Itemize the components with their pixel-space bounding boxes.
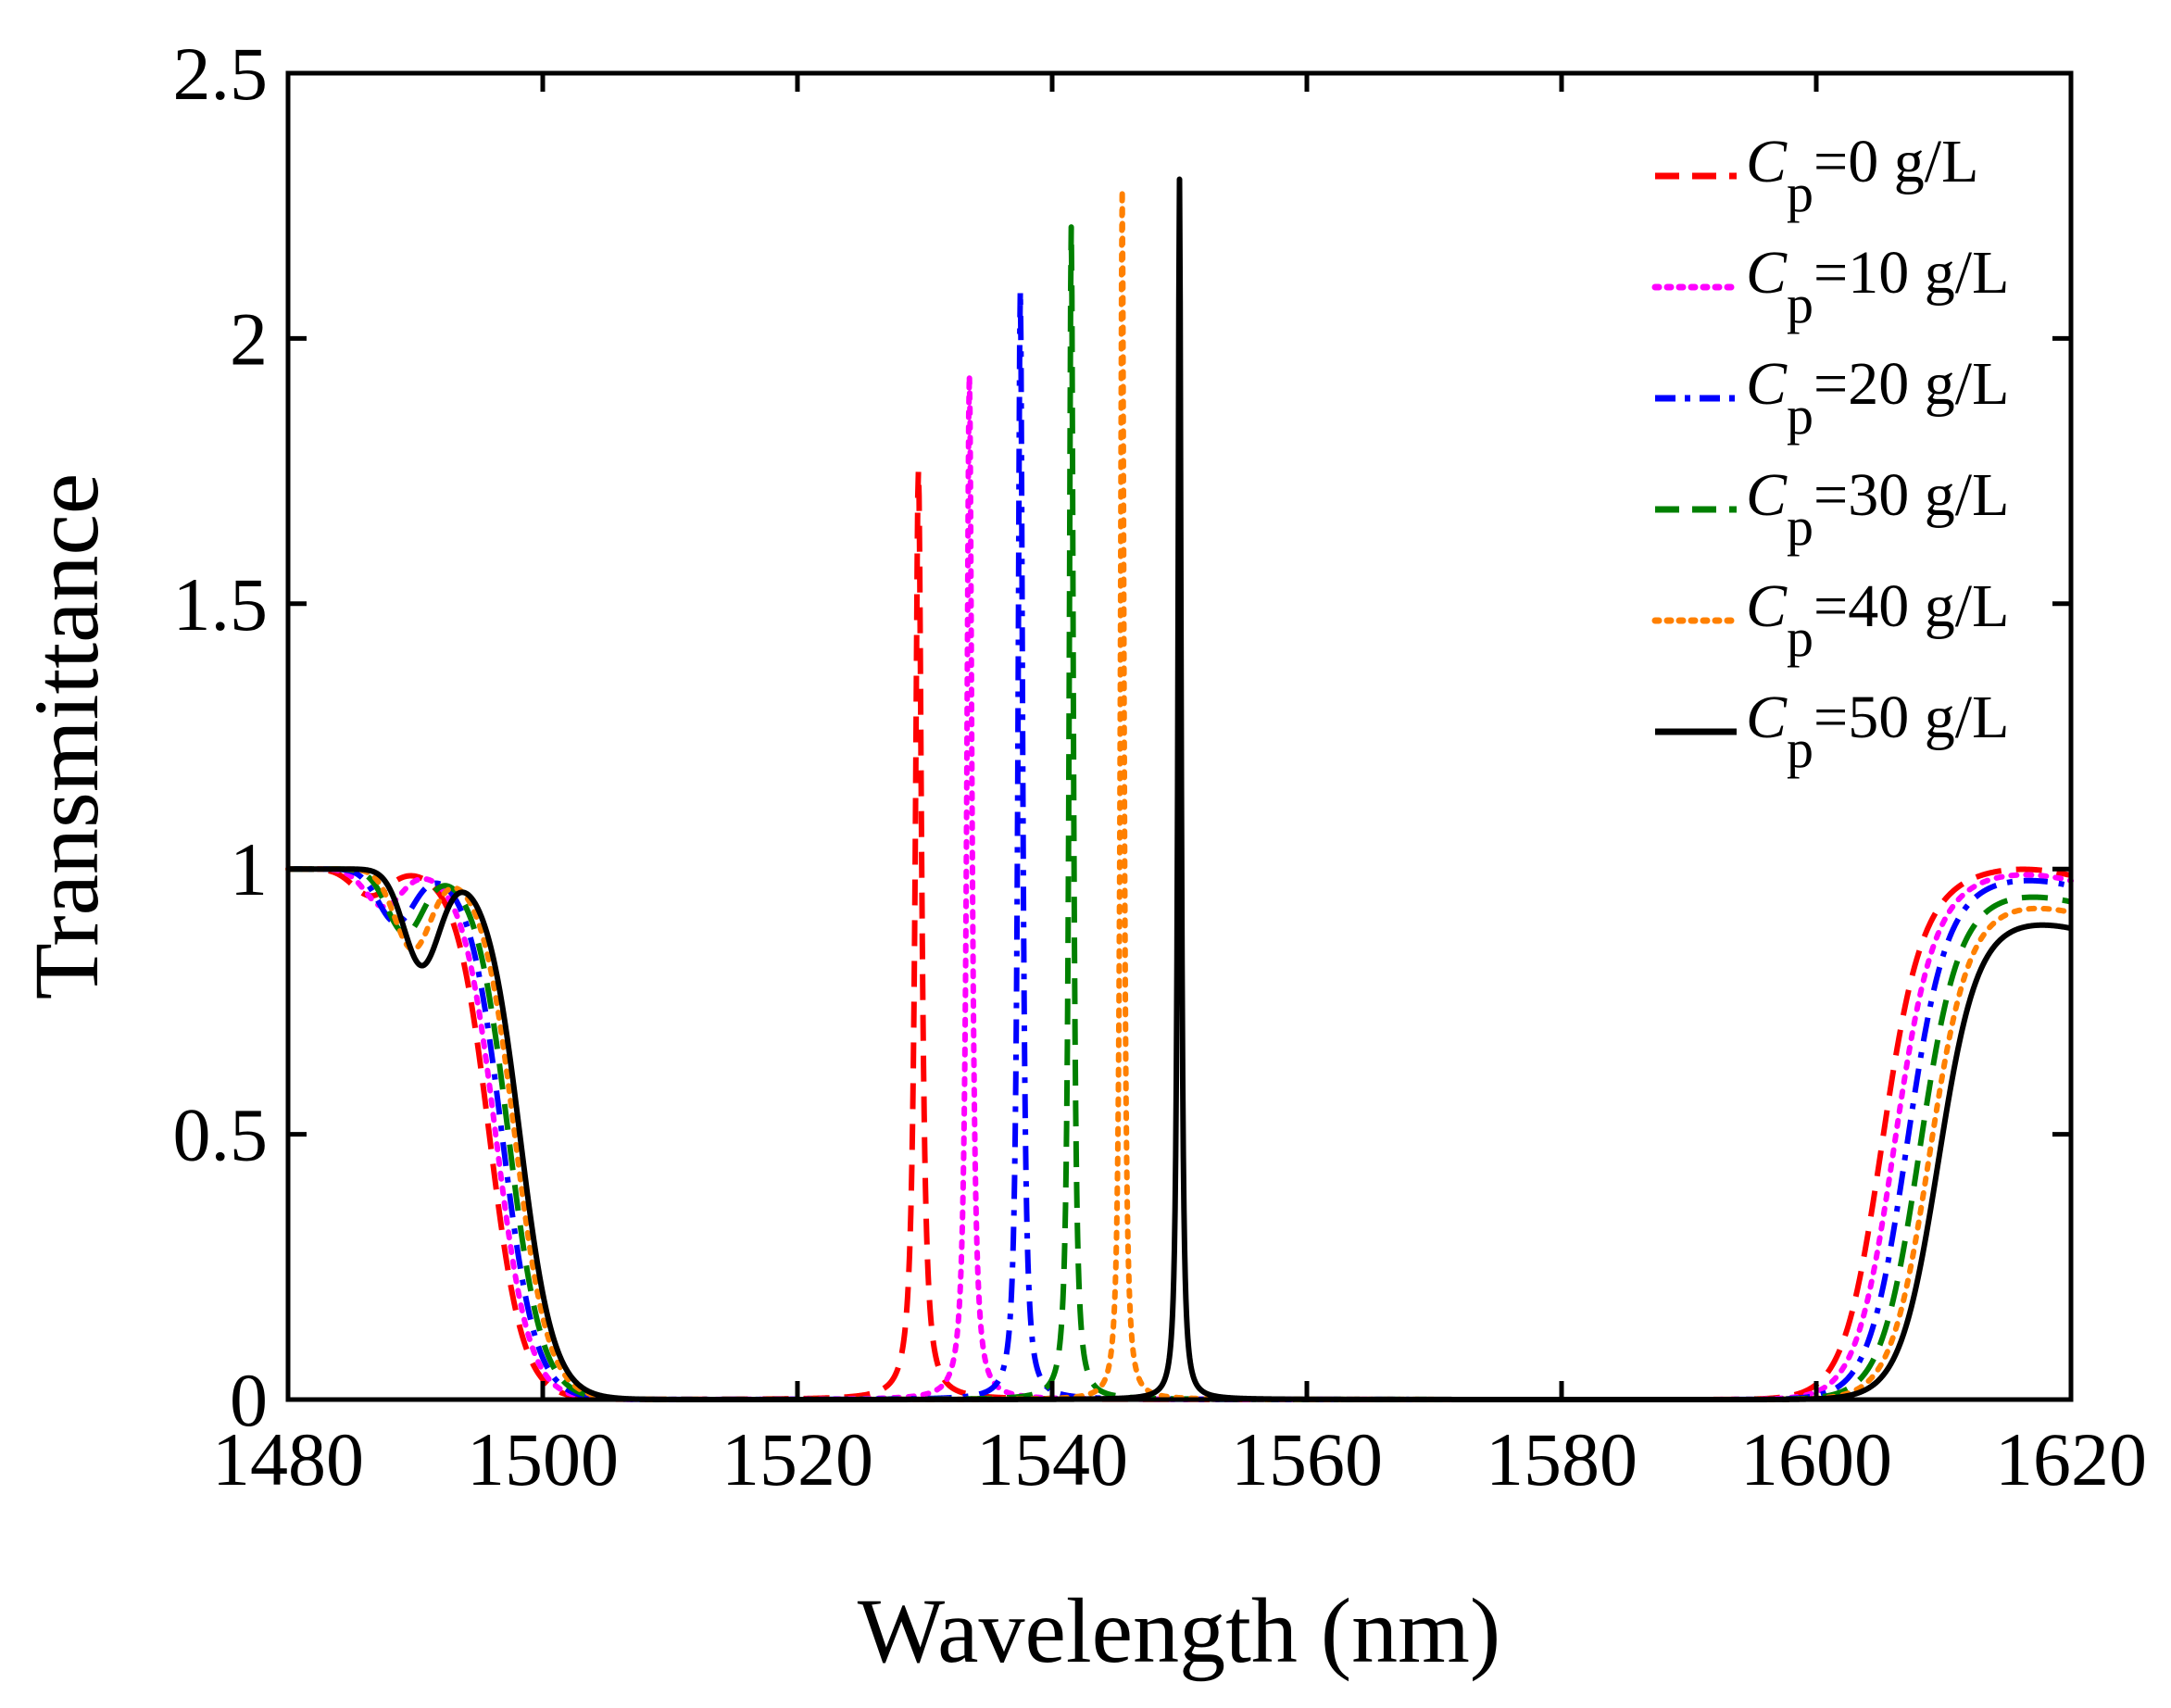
legend-text: =0 g/L [1813, 128, 1978, 195]
x-tick-label: 1480 [212, 1417, 364, 1501]
legend-entry-2: Cp=20 g/L [1655, 350, 2009, 446]
legend-subscript: p [1787, 274, 1813, 334]
legend-text: =30 g/L [1813, 461, 2009, 529]
x-tick-label: 1580 [1486, 1417, 1638, 1501]
legend-label-2: Cp=20 g/L [1746, 350, 2009, 446]
x-tick-label: 1620 [1995, 1417, 2147, 1501]
x-tick-labels: 1480 1500 1520 1540 1560 1580 1600 1620 [212, 1417, 2147, 1501]
legend: Cp=0 g/LCp=10 g/LCp=20 g/LCp=30 g/LCp=40… [1651, 128, 2009, 779]
y-tick-label: 1.5 [173, 562, 269, 647]
legend-label-4: Cp=40 g/L [1746, 572, 2009, 668]
legend-entry-3: Cp=30 g/L [1655, 461, 2009, 557]
legend-entry-1: Cp=10 g/L [1651, 239, 2009, 334]
plot-frame [285, 70, 2074, 1402]
y-tick-label: 0.5 [173, 1093, 269, 1177]
legend-label-1: Cp=10 g/L [1746, 239, 2009, 334]
legend-subscript: p [1787, 496, 1813, 557]
x-tick-label: 1540 [976, 1417, 1128, 1501]
legend-subscript: p [1787, 608, 1813, 668]
legend-symbol: C [1746, 128, 1788, 195]
x-axis-title: Wavelength (nm) [858, 1579, 1500, 1682]
legend-entry-4: Cp=40 g/L [1651, 572, 2009, 668]
legend-symbol: C [1746, 350, 1788, 418]
y-tick-label: 1 [230, 827, 268, 911]
legend-symbol: C [1746, 239, 1788, 307]
x-tick-label: 1520 [722, 1417, 873, 1501]
legend-entry-0: Cp=0 g/L [1655, 128, 1978, 223]
y-tick-label: 0 [230, 1358, 268, 1442]
series-layer [285, 176, 2074, 1402]
legend-subscript: p [1787, 719, 1813, 779]
x-tick-label: 1500 [467, 1417, 619, 1501]
y-tick-label: 2 [230, 296, 268, 381]
legend-text: =40 g/L [1813, 572, 2009, 640]
legend-label-3: Cp=30 g/L [1746, 461, 2009, 557]
legend-subscript: p [1787, 385, 1813, 446]
legend-symbol: C [1746, 684, 1788, 751]
series-line-5 [285, 176, 2074, 1402]
x-tick-label: 1600 [1740, 1417, 1892, 1501]
legend-label-0: Cp=0 g/L [1746, 128, 1978, 223]
legend-text: =20 g/L [1813, 350, 2009, 418]
legend-label-5: Cp=50 g/L [1746, 684, 2009, 779]
legend-subscript: p [1787, 163, 1813, 223]
legend-text: =50 g/L [1813, 684, 2009, 751]
y-tick-labels: 0 0.5 1 1.5 2 2.5 [173, 31, 269, 1442]
legend-symbol: C [1746, 572, 1788, 640]
legend-symbol: C [1746, 461, 1788, 529]
legend-text: =10 g/L [1813, 239, 2009, 307]
legend-entry-5: Cp=50 g/L [1655, 684, 2009, 779]
y-tick-label: 2.5 [173, 31, 269, 116]
x-tick-label: 1560 [1231, 1417, 1383, 1501]
ticks-layer [285, 70, 2074, 1402]
y-axis-title: Transmittance [15, 473, 118, 999]
